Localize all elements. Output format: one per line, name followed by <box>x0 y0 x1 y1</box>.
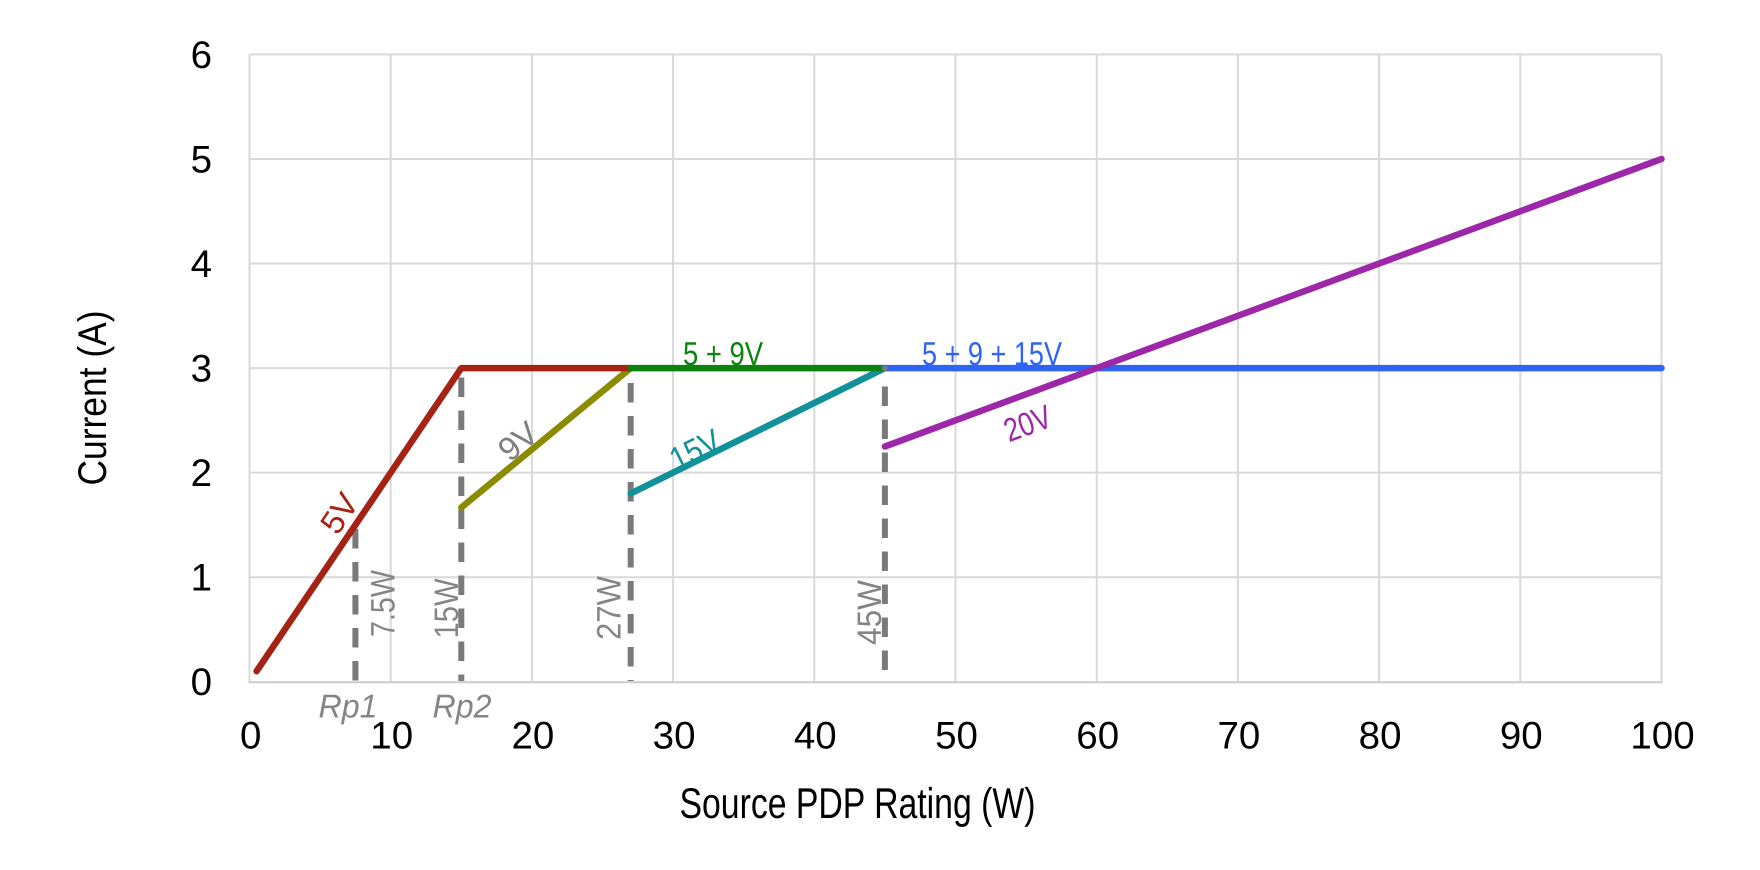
svg-text:Rp1: Rp1 <box>319 688 378 725</box>
svg-text:0: 0 <box>240 715 261 758</box>
svg-text:80: 80 <box>1359 715 1402 758</box>
svg-text:100: 100 <box>1630 715 1694 758</box>
svg-text:Current (A): Current (A) <box>71 311 115 486</box>
svg-text:6: 6 <box>191 34 212 77</box>
svg-text:50: 50 <box>935 715 978 758</box>
svg-text:5: 5 <box>191 139 212 182</box>
svg-text:90: 90 <box>1500 715 1543 758</box>
svg-text:15W: 15W <box>428 579 466 639</box>
svg-text:60: 60 <box>1076 715 1119 758</box>
svg-text:27W: 27W <box>591 576 629 640</box>
svg-text:0: 0 <box>191 661 212 704</box>
svg-text:30: 30 <box>653 715 696 758</box>
svg-text:45W: 45W <box>851 580 889 645</box>
svg-text:1: 1 <box>191 557 212 600</box>
svg-text:3: 3 <box>191 348 212 391</box>
svg-text:70: 70 <box>1217 715 1260 758</box>
svg-text:20: 20 <box>511 715 554 758</box>
svg-text:40: 40 <box>794 715 837 758</box>
svg-text:5 + 9 + 15V: 5 + 9 + 15V <box>922 335 1062 372</box>
svg-text:5 + 9V: 5 + 9V <box>683 335 763 372</box>
svg-text:Source PDP Rating (W): Source PDP Rating (W) <box>680 780 1036 828</box>
svg-text:Rp2: Rp2 <box>433 688 492 725</box>
svg-text:2: 2 <box>191 452 212 495</box>
svg-text:7.5W: 7.5W <box>364 570 402 637</box>
svg-text:4: 4 <box>191 243 212 286</box>
svg-text:10: 10 <box>370 715 413 758</box>
